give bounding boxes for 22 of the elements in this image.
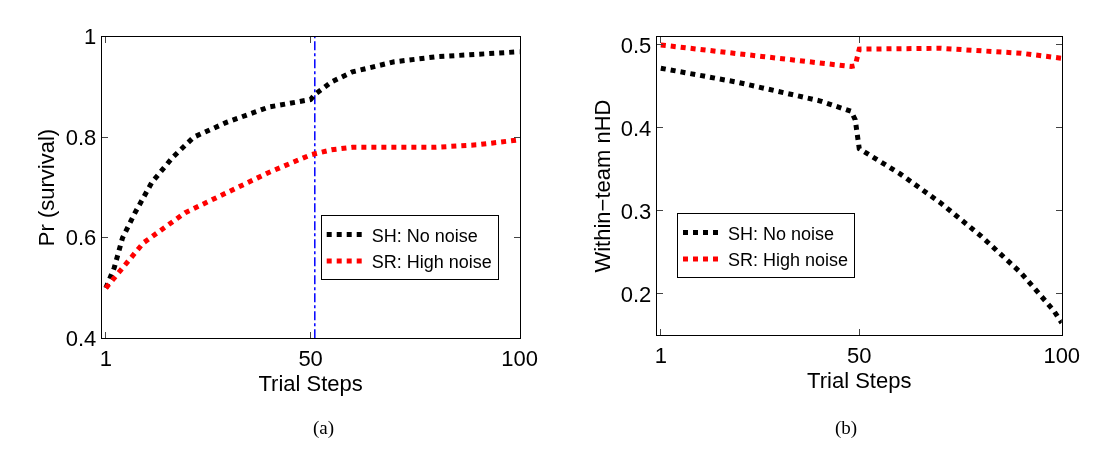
y-tick-label: 0.6: [65, 225, 97, 251]
legend-label: SH: No noise: [371, 225, 478, 246]
y-tick-label: 0.2: [620, 281, 652, 307]
x-tick-label: 100: [1043, 342, 1081, 368]
legend-label: SR: High noise: [371, 251, 492, 272]
legend-label: SR: High noise: [728, 249, 849, 270]
x-axis-title: Trial Steps: [807, 367, 912, 393]
y-tick-label: 0.8: [65, 124, 97, 150]
text: (a): [313, 417, 335, 439]
x-tick-label: 50: [847, 342, 872, 368]
y-axis-title: Within−team nHD: [589, 99, 615, 273]
y-tick-label: 1: [83, 24, 97, 50]
y-tick-label: 0.4: [65, 326, 97, 352]
y-tick-label: 0.3: [620, 198, 652, 224]
x-axis-title: Trial Steps: [258, 370, 363, 396]
text: (b): [835, 417, 858, 439]
y-tick-label: 0.4: [620, 115, 652, 141]
y-tick-label: 0.5: [620, 32, 652, 58]
y-axis-title: Pr (survival): [34, 128, 60, 247]
x-tick-label: 100: [501, 345, 538, 371]
legend-label: SH: No noise: [728, 223, 835, 244]
x-tick-label: 50: [298, 345, 323, 371]
